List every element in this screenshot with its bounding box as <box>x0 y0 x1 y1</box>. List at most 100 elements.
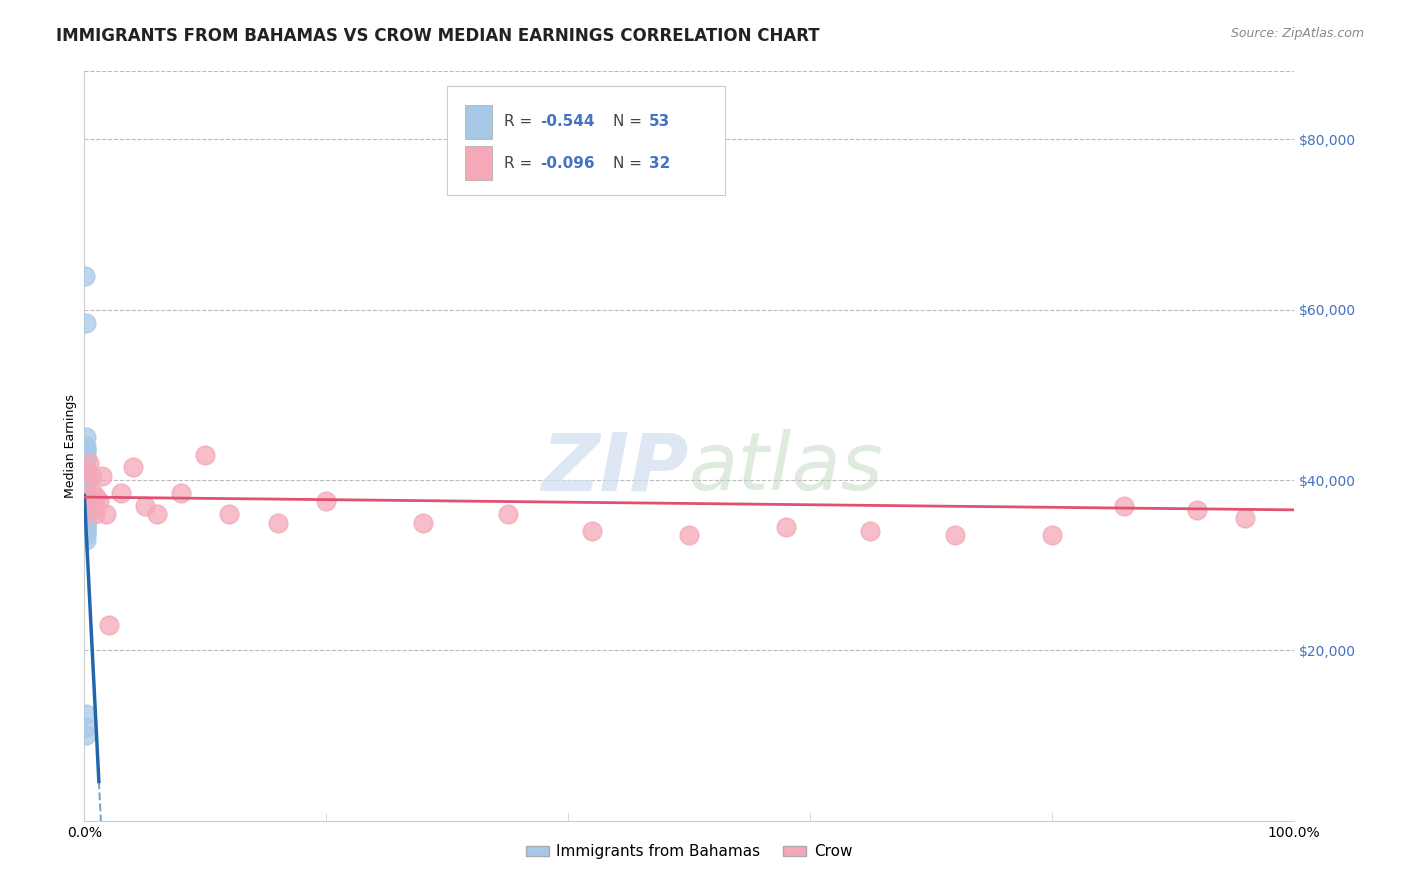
Point <box>75 514 97 528</box>
Bar <box>465 146 492 180</box>
Point <box>678 528 700 542</box>
Point <box>1185 503 1208 517</box>
Point <box>75 451 97 466</box>
Point <box>80 468 103 483</box>
Point <box>75 430 97 444</box>
Text: 53: 53 <box>650 114 671 129</box>
Point <box>75 488 97 502</box>
Point <box>75 482 97 496</box>
Point <box>75 491 97 506</box>
Point <box>75 511 97 525</box>
Point <box>75 528 97 542</box>
Text: N =: N = <box>613 156 647 171</box>
Text: -0.544: -0.544 <box>540 114 595 129</box>
Point <box>1114 499 1136 513</box>
Bar <box>465 105 492 139</box>
Point <box>75 525 97 540</box>
Point <box>75 460 97 475</box>
Point <box>75 486 97 500</box>
Text: R =: R = <box>503 114 537 129</box>
Text: ZIP: ZIP <box>541 429 689 508</box>
Point <box>134 499 156 513</box>
Point <box>83 499 105 513</box>
Text: R =: R = <box>503 156 537 171</box>
Point <box>75 507 97 521</box>
Point <box>75 499 97 513</box>
Point <box>75 500 97 515</box>
Point <box>859 524 882 538</box>
Point <box>75 490 97 504</box>
Point <box>75 468 97 483</box>
Point <box>75 316 97 330</box>
Point <box>75 508 97 523</box>
Point <box>75 516 97 530</box>
Text: Source: ZipAtlas.com: Source: ZipAtlas.com <box>1230 27 1364 40</box>
Point <box>1040 528 1063 542</box>
Point <box>75 707 97 722</box>
Point <box>75 477 97 491</box>
Point <box>79 490 101 504</box>
Point <box>86 490 108 504</box>
Text: IMMIGRANTS FROM BAHAMAS VS CROW MEDIAN EARNINGS CORRELATION CHART: IMMIGRANTS FROM BAHAMAS VS CROW MEDIAN E… <box>56 27 820 45</box>
Point <box>75 505 97 519</box>
Point <box>496 507 519 521</box>
Point <box>75 494 97 508</box>
Legend: Immigrants from Bahamas, Crow: Immigrants from Bahamas, Crow <box>519 838 859 865</box>
Point <box>110 486 132 500</box>
Point <box>75 516 97 530</box>
Point <box>218 507 240 521</box>
Point <box>75 268 97 283</box>
Text: 32: 32 <box>650 156 671 171</box>
Point <box>267 516 290 530</box>
Point <box>91 468 114 483</box>
Point <box>1234 511 1257 525</box>
Point <box>75 720 97 734</box>
Point <box>943 528 966 542</box>
Point <box>77 465 100 479</box>
Point <box>75 448 97 462</box>
Point <box>75 520 97 534</box>
Point <box>75 465 97 479</box>
Point <box>84 507 107 521</box>
Point <box>75 523 97 537</box>
Point <box>87 494 110 508</box>
Point <box>75 503 97 517</box>
Point <box>75 456 97 470</box>
Point <box>75 516 97 530</box>
Point <box>775 520 797 534</box>
Point <box>170 486 193 500</box>
Point <box>77 456 100 470</box>
Point <box>75 511 97 525</box>
Text: atlas: atlas <box>689 429 884 508</box>
Point <box>581 524 603 538</box>
Point <box>146 507 169 521</box>
Point <box>75 533 97 547</box>
Point <box>412 516 434 530</box>
Point <box>97 617 120 632</box>
Point <box>75 517 97 532</box>
Point <box>75 507 97 521</box>
Point <box>75 477 97 491</box>
Point <box>75 507 97 521</box>
Point <box>75 524 97 538</box>
Point <box>82 486 104 500</box>
FancyBboxPatch shape <box>447 87 725 195</box>
Text: N =: N = <box>613 114 647 129</box>
Point <box>315 494 337 508</box>
Point <box>75 473 97 487</box>
Point <box>121 460 143 475</box>
Point <box>75 443 97 458</box>
Text: -0.096: -0.096 <box>540 156 595 171</box>
Point <box>194 448 217 462</box>
Point <box>75 524 97 538</box>
Point <box>75 494 97 508</box>
Point <box>75 503 97 517</box>
Y-axis label: Median Earnings: Median Earnings <box>65 394 77 498</box>
Point <box>75 520 97 534</box>
Point <box>75 499 97 513</box>
Point <box>75 729 97 743</box>
Point <box>75 486 97 500</box>
Point <box>75 439 97 453</box>
Point <box>94 507 117 521</box>
Point <box>75 497 97 511</box>
